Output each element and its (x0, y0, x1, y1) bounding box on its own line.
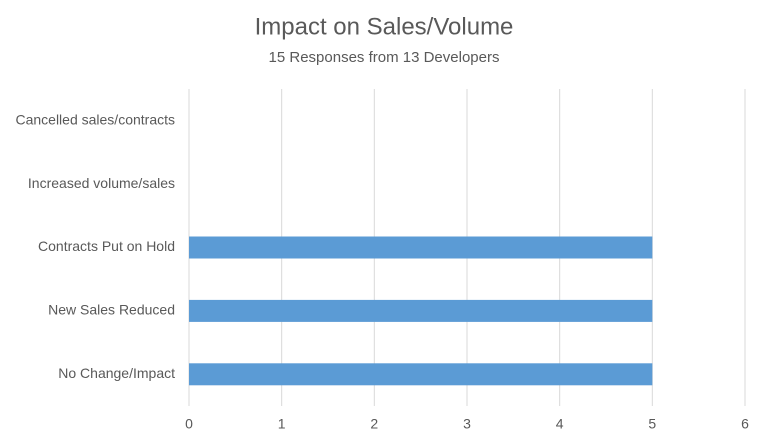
y-tick-label: Increased volume/sales (28, 175, 175, 191)
bar (189, 299, 653, 322)
y-tick-label: Cancelled sales/contracts (15, 111, 175, 127)
bar (189, 363, 653, 386)
x-tick-label: 6 (741, 416, 749, 432)
y-tick-label: New Sales Reduced (48, 302, 175, 318)
x-tick-label: 3 (463, 416, 471, 432)
y-tick-label: Contracts Put on Hold (38, 238, 175, 254)
y-tick-label: No Change/Impact (58, 365, 175, 381)
x-tick-label: 2 (370, 416, 378, 432)
x-tick-label: 1 (278, 416, 286, 432)
x-tick-label: 4 (556, 416, 564, 432)
chart-subtitle: 15 Responses from 13 Developers (269, 49, 500, 66)
bar (189, 236, 653, 259)
x-tick-label: 0 (185, 416, 193, 432)
x-tick-label: 5 (648, 416, 656, 432)
chart-title: Impact on Sales/Volume (255, 13, 514, 40)
